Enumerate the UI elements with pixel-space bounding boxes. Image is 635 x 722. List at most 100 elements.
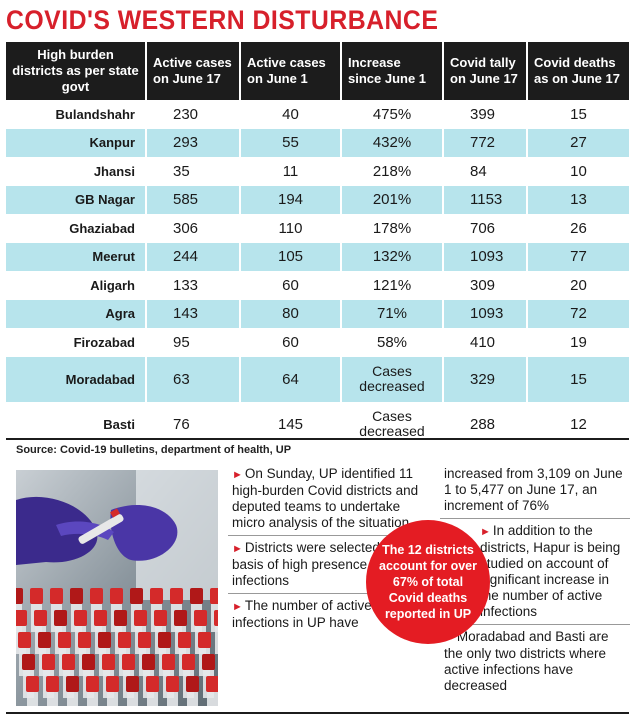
table-cell: 77 bbox=[527, 242, 629, 271]
table-cell: 306 bbox=[146, 214, 241, 243]
table-cell: 585 bbox=[146, 185, 241, 214]
table-row: Ghaziabad 306 110 178% 706 26 bbox=[6, 214, 629, 243]
table-cell: 84 bbox=[443, 157, 528, 186]
district-name: Ghaziabad bbox=[6, 214, 147, 243]
note-block: ► On Sunday, UP identified 11 high-burden… bbox=[232, 466, 419, 530]
table-cell: 27 bbox=[527, 128, 629, 157]
table-cell: 132% bbox=[341, 242, 444, 271]
table-cell: 15 bbox=[527, 100, 629, 129]
table-row: Moradabad 63 64 Cases decreased 329 15 bbox=[6, 356, 629, 402]
lab-test-tubes-image bbox=[16, 470, 218, 706]
table-cell: 309 bbox=[443, 271, 528, 300]
district-name: GB Nagar bbox=[6, 185, 147, 214]
arrow-bullet-icon: ► bbox=[232, 601, 243, 613]
note-block: ►Moradabad and Basti are the only two di… bbox=[444, 629, 609, 693]
table-cell: 1093 bbox=[443, 242, 528, 271]
table-body: Bulandshahr 230 40 475% 399 15 Kanpur 293 55 432%… bbox=[6, 100, 629, 447]
table-row: Bulandshahr 230 40 475% 399 15 bbox=[6, 100, 629, 129]
table-cell: 230 bbox=[146, 100, 241, 129]
note-block: ► The number of active infections in UP h… bbox=[232, 598, 372, 630]
table-row: Jhansi 35 11 218% 84 10 bbox=[6, 157, 629, 186]
district-name: Aligarh bbox=[6, 271, 147, 300]
table-cell: 11 bbox=[240, 157, 342, 186]
divider bbox=[228, 535, 428, 536]
note-block: ► In addition to the districts, Hapur is … bbox=[480, 523, 621, 619]
table-cell: 80 bbox=[240, 299, 342, 328]
table-cell: 1153 bbox=[443, 185, 528, 214]
table-cell: 410 bbox=[443, 328, 528, 357]
table-cell: 475% bbox=[341, 100, 444, 129]
table-cell: 110 bbox=[240, 214, 342, 243]
district-name: Firozabad bbox=[6, 328, 147, 357]
table-cell: 105 bbox=[240, 242, 342, 271]
callout-text: The 12 districts account for over 67% of… bbox=[379, 543, 477, 621]
table-row: Agra 143 80 71% 1093 72 bbox=[6, 299, 629, 328]
table-cell: 71% bbox=[341, 299, 444, 328]
table-cell: 121% bbox=[341, 271, 444, 300]
column-header: High burden districts as per state govt bbox=[6, 42, 147, 100]
table-cell: 58% bbox=[341, 328, 444, 357]
table-cell: 13 bbox=[527, 185, 629, 214]
column-header: Active cases on June 17 bbox=[146, 42, 241, 100]
table-row: GB Nagar 585 194 201% 1153 13 bbox=[6, 185, 629, 214]
divider bbox=[440, 624, 630, 625]
note-block: increased from 3,109 on June 1 to 5,477 … bbox=[444, 466, 623, 513]
source-note: Source: Covid-19 bulletins, department o… bbox=[16, 444, 292, 456]
table-cell: 72 bbox=[527, 299, 629, 328]
table-cell: 194 bbox=[240, 185, 342, 214]
table-cell: 432% bbox=[341, 128, 444, 157]
table-cell: 399 bbox=[443, 100, 528, 129]
table-cell: 60 bbox=[240, 271, 342, 300]
table-cell: 55 bbox=[240, 128, 342, 157]
divider bbox=[440, 518, 630, 519]
district-name: Bulandshahr bbox=[6, 100, 147, 129]
district-name: Jhansi bbox=[6, 157, 147, 186]
column-header: Active cases on June 1 bbox=[240, 42, 342, 100]
notes-column-2: increased from 3,109 on June 1 to 5,477 … bbox=[440, 466, 630, 694]
column-header: Covid tally on June 17 bbox=[443, 42, 528, 100]
table-cell: 15 bbox=[527, 356, 629, 402]
district-name: Kanpur bbox=[6, 128, 147, 157]
table-header-row: High burden districts as per state govt A… bbox=[6, 42, 629, 100]
table-row: Meerut 244 105 132% 1093 77 bbox=[6, 242, 629, 271]
divider bbox=[228, 593, 428, 594]
table-cell: 95 bbox=[146, 328, 241, 357]
column-header: Covid deaths as on June 17 bbox=[527, 42, 629, 100]
table-cell: 26 bbox=[527, 214, 629, 243]
table-cell: 63 bbox=[146, 356, 241, 402]
table-cell: 64 bbox=[240, 356, 342, 402]
arrow-bullet-icon: ► bbox=[480, 526, 491, 538]
arrow-bullet-icon: ► bbox=[232, 543, 243, 555]
table-cell: 218% bbox=[341, 157, 444, 186]
table-cell: 133 bbox=[146, 271, 241, 300]
divider bbox=[6, 712, 629, 714]
table-cell: 244 bbox=[146, 242, 241, 271]
table-cell: 143 bbox=[146, 299, 241, 328]
table-cell: 1093 bbox=[443, 299, 528, 328]
table-cell: 178% bbox=[341, 214, 444, 243]
callout-circle: The 12 districts account for over 67% of… bbox=[366, 520, 490, 644]
table-cell: 19 bbox=[527, 328, 629, 357]
district-name: Moradabad bbox=[6, 356, 147, 402]
covid-districts-table: High burden districts as per state govt A… bbox=[6, 42, 629, 447]
table-cell: 20 bbox=[527, 271, 629, 300]
table-cell: 10 bbox=[527, 157, 629, 186]
table-cell: 60 bbox=[240, 328, 342, 357]
lab-photo bbox=[16, 470, 218, 706]
table-cell: 772 bbox=[443, 128, 528, 157]
table-cell: Cases decreased bbox=[341, 356, 444, 402]
column-header: Increase since June 1 bbox=[341, 42, 444, 100]
table-cell: 35 bbox=[146, 157, 241, 186]
table-row: Aligarh 133 60 121% 309 20 bbox=[6, 271, 629, 300]
table-row: Kanpur 293 55 432% 772 27 bbox=[6, 128, 629, 157]
table-cell: 706 bbox=[443, 214, 528, 243]
table-cell: 201% bbox=[341, 185, 444, 214]
headline: COVID'S WESTERN DISTURBANCE bbox=[6, 5, 439, 35]
arrow-bullet-icon: ► bbox=[232, 469, 243, 481]
table-cell: 40 bbox=[240, 100, 342, 129]
divider bbox=[6, 438, 629, 440]
table-cell: 293 bbox=[146, 128, 241, 157]
district-name: Meerut bbox=[6, 242, 147, 271]
cases-decreased-label: Cases decreased bbox=[359, 407, 425, 439]
table-row: Firozabad 95 60 58% 410 19 bbox=[6, 328, 629, 357]
